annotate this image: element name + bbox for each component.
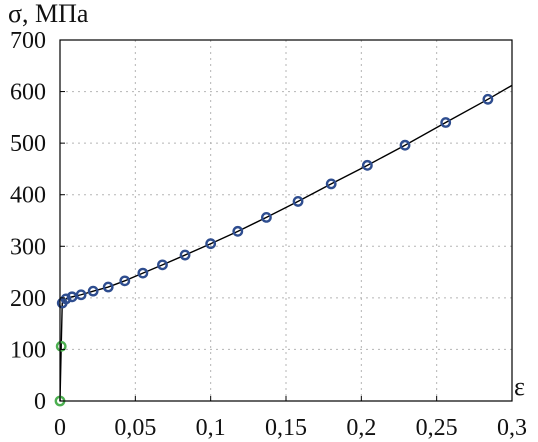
plot-frame [59,39,513,402]
y-tick-label: 600 [10,80,46,106]
y-tick-label: 100 [10,337,46,363]
data-point [440,117,452,128]
data-point [55,340,67,352]
data-point [179,249,191,261]
x-tick-label: 0 [54,415,66,441]
data-point [261,212,272,223]
data-point [102,281,114,293]
tick-labels: 0 0,05 0,1 0,15 0,2 0,25 0,3 0 100 200 300 400 500 60… [10,28,527,441]
y-tick-label: 300 [10,234,46,260]
data-point [75,289,87,301]
data-point [157,259,168,271]
x-tick-label: 0,25 [416,415,458,441]
data-point [87,285,99,297]
x-axis-title: ε [514,372,525,401]
y-tick-label: 200 [10,286,46,312]
data-point [292,196,304,207]
y-tick-label: 0 [34,389,46,415]
x-tick-label: 0,3 [497,415,527,441]
data-point [482,93,494,105]
data-point [232,225,244,237]
x-tick-label: 0,05 [114,415,156,441]
x-tick-label: 0,1 [196,415,226,441]
data-point [205,238,217,250]
data-point [119,275,131,287]
y-tick-label: 700 [10,28,46,54]
grid [60,40,512,401]
data-point [137,267,149,279]
y-tick-label: 400 [10,183,46,209]
data-point [399,139,411,151]
data-markers [54,93,494,407]
plot-border [59,39,513,402]
data-point [325,178,337,190]
x-tick-label: 0,2 [346,415,376,441]
y-tick-label: 500 [10,131,46,157]
data-point [60,293,72,305]
data-point [361,159,373,171]
y-axis-title: σ, МПа [8,0,89,28]
x-tick-label: 0,15 [265,415,307,441]
